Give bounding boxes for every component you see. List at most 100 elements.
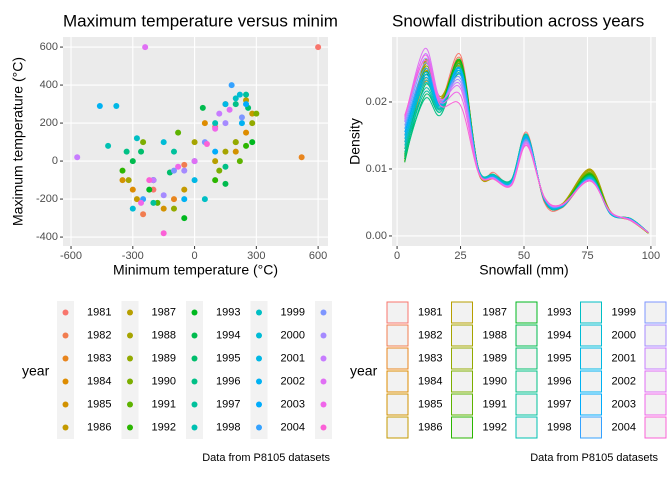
point	[181, 215, 188, 222]
legend-key	[644, 370, 667, 393]
legend-key	[515, 301, 538, 324]
point	[105, 142, 112, 149]
legend-label: 1981	[418, 306, 442, 318]
chart-title: Snowfall distribution across years	[392, 11, 644, 30]
point	[138, 148, 145, 155]
point	[160, 230, 167, 237]
legend-label: 1984	[87, 375, 111, 387]
point	[181, 186, 188, 193]
legend-symbol	[256, 309, 262, 316]
point	[249, 120, 256, 127]
legend-key	[451, 416, 473, 439]
point	[119, 167, 126, 174]
point	[125, 177, 132, 184]
x-tick-label: -300	[122, 250, 144, 262]
legend-key	[580, 301, 602, 324]
legend-label: 1999	[281, 306, 305, 318]
point	[249, 139, 256, 146]
point	[129, 186, 136, 193]
point	[212, 125, 219, 132]
legend-label: 2000	[281, 329, 305, 341]
legend-key	[515, 370, 538, 393]
x-tick-label: -600	[60, 250, 82, 262]
legend-label: 1994	[216, 329, 240, 341]
legend-symbol	[127, 355, 133, 362]
point	[146, 177, 153, 184]
caption: Data from P8105 datasets	[530, 452, 658, 464]
point	[154, 199, 161, 206]
point	[181, 161, 188, 168]
y-tick-label: 200	[40, 117, 58, 129]
legend-key	[451, 393, 473, 416]
point	[243, 101, 250, 108]
point	[170, 148, 177, 155]
point	[175, 163, 182, 170]
point	[150, 186, 157, 193]
x-tick-label: 50	[518, 250, 530, 262]
chart-title: Maximum temperature versus minimum tempe…	[63, 11, 458, 30]
legend-symbol	[62, 401, 69, 408]
point	[228, 82, 235, 89]
point	[170, 167, 177, 174]
x-axis-title: Minimum temperature (°C)	[113, 262, 278, 278]
y-tick-label: 0	[52, 155, 58, 167]
legend-label: 1996	[216, 375, 240, 387]
point	[150, 177, 157, 184]
x-tick-label: 600	[309, 250, 327, 262]
legend-label: 1988	[483, 329, 507, 341]
point	[74, 154, 81, 161]
point	[160, 192, 167, 199]
legend-label: 2003	[281, 398, 305, 410]
point	[315, 44, 322, 51]
legend-label: 1992	[483, 421, 507, 433]
point	[222, 163, 229, 170]
point	[216, 110, 223, 117]
legend-key	[644, 301, 667, 324]
legend-key	[515, 393, 538, 416]
point	[113, 102, 120, 109]
x-tick-label: 0	[394, 250, 400, 262]
point	[232, 95, 239, 102]
legend-label: 1993	[547, 306, 571, 318]
legend-label: 1987	[483, 306, 507, 318]
point	[201, 120, 208, 127]
point	[243, 91, 250, 98]
point	[181, 196, 188, 203]
legend-symbol	[320, 378, 327, 385]
y-tick-label: 400	[40, 79, 58, 91]
legend-key	[580, 393, 602, 416]
legend-title: year	[22, 363, 50, 379]
legend-symbol	[320, 309, 327, 316]
y-axis-title: Density	[347, 118, 363, 165]
point	[216, 167, 223, 174]
legend-key	[580, 370, 602, 393]
legend-label: 1997	[547, 398, 571, 410]
legend-symbol	[191, 378, 198, 385]
panel-line: Snowfall distribution across years 0 25 50 7…	[347, 11, 667, 464]
point	[150, 199, 157, 206]
legend-symbol	[256, 355, 262, 362]
legend-label: 1991	[483, 398, 507, 410]
panel-scatter: Maximum temperature versus minimum tempe…	[10, 11, 458, 463]
point	[129, 158, 136, 165]
legend-label: 1985	[87, 398, 111, 410]
point	[201, 196, 208, 203]
point	[170, 205, 177, 212]
legend-label: 2003	[612, 398, 636, 410]
legend-label: 1998	[547, 421, 571, 433]
legend-symbol	[191, 332, 198, 339]
legend-symbol	[320, 401, 327, 408]
legend-label: 1998	[216, 421, 240, 433]
legend-key	[451, 370, 473, 393]
legend-label: 2004	[612, 421, 636, 433]
legend-label: 1988	[152, 329, 176, 341]
point	[199, 104, 206, 111]
point	[238, 114, 245, 121]
point	[175, 129, 182, 136]
point	[226, 106, 233, 113]
y-tick-label: 0.02	[366, 96, 387, 108]
point	[232, 148, 239, 155]
point	[181, 167, 188, 174]
point	[298, 154, 305, 161]
